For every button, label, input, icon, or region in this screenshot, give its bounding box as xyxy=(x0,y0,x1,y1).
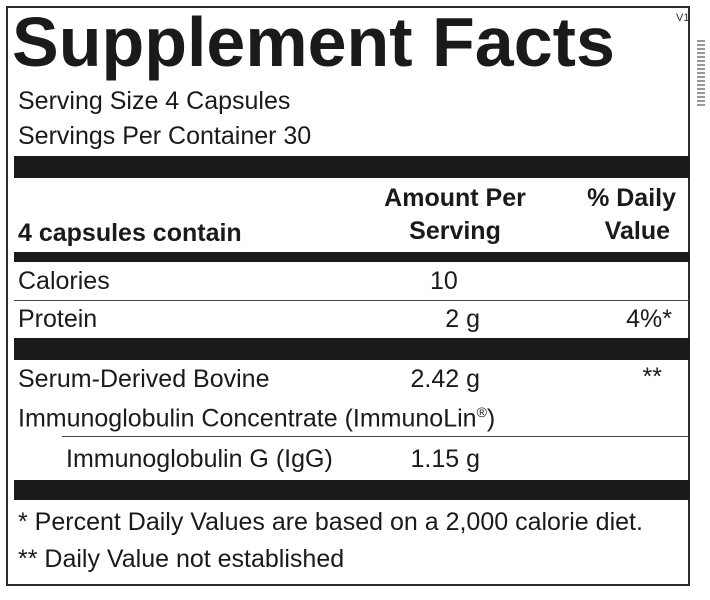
contents-label: 4 capsules contain xyxy=(18,219,242,247)
nutrient-name-protein: Protein xyxy=(18,305,98,333)
servings-per-container: Servings Per Container 30 xyxy=(18,122,312,150)
vertical-code-strip xyxy=(697,40,705,108)
nutrient-name-calories: Calories xyxy=(18,267,110,295)
sub-ingredient-name: Immunoglobulin G (IgG) xyxy=(66,445,333,473)
thick-divider-bottom xyxy=(14,480,690,500)
footnote-not-established: ** Daily Value not established xyxy=(18,545,345,573)
sub-ingredient-amount: 1.15 g xyxy=(410,445,480,473)
medium-divider xyxy=(14,252,690,262)
sub-row-divider xyxy=(62,436,688,437)
daily-value-header-line2: Value xyxy=(604,217,670,245)
serving-size: Serving Size 4 Capsules xyxy=(18,87,291,115)
nutrient-amount-calories: 10 xyxy=(430,267,458,295)
registered-mark: ® xyxy=(476,404,487,420)
row-divider xyxy=(14,300,690,301)
nutrient-dv-protein: 4%* xyxy=(626,305,672,333)
label-title: Supplement Facts xyxy=(12,3,615,81)
thick-divider-middle xyxy=(14,338,690,360)
ingredient-dv: ** xyxy=(642,363,662,391)
ingredient-amount: 2.42 g xyxy=(410,365,480,393)
version-code: V1 xyxy=(676,12,690,24)
thick-divider-top xyxy=(14,156,690,178)
supplement-facts-panel xyxy=(6,6,690,586)
nutrient-amount-protein: 2 g xyxy=(445,305,480,333)
daily-value-header-line1: % Daily xyxy=(587,184,676,212)
ingredient-name-line1: Serum-Derived Bovine xyxy=(18,365,270,393)
amount-header-line2: Serving xyxy=(409,217,501,245)
amount-header-line1: Amount Per xyxy=(384,184,526,212)
footnote-daily-values: * Percent Daily Values are based on a 2,… xyxy=(18,508,643,536)
ingredient-name-line2: Immunoglobulin Concentrate (ImmunoLin®) xyxy=(18,404,496,433)
